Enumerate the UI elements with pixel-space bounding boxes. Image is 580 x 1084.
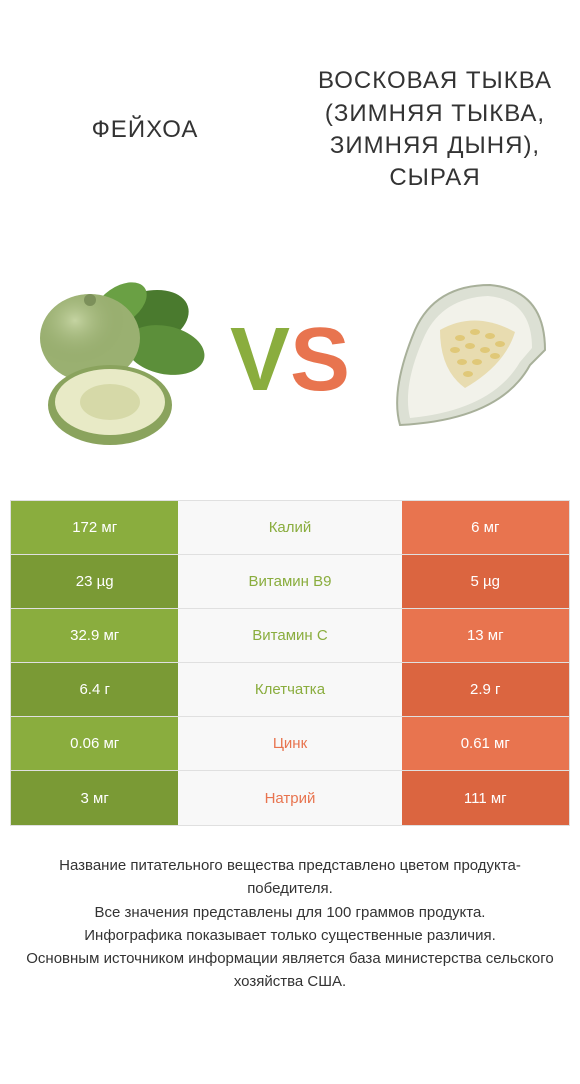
value-right: 13 мг xyxy=(402,609,569,662)
value-left: 32.9 мг xyxy=(11,609,178,662)
nutrient-name: Витамин C xyxy=(178,609,401,662)
wax-gourd-icon xyxy=(380,270,560,450)
nutrient-name: Клетчатка xyxy=(178,663,401,716)
nutrient-name: Калий xyxy=(178,501,401,554)
table-row: 32.9 мгВитамин C13 мг xyxy=(11,609,569,663)
title-left: ФЕЙХОА xyxy=(20,114,270,146)
footer-line-4: Основным источником информации является … xyxy=(24,947,556,994)
value-right: 6 мг xyxy=(402,501,569,554)
footer-line-2: Все значения представлены для 100 граммо… xyxy=(24,901,556,924)
header-left-col: ФЕЙХОА xyxy=(0,104,290,156)
table-row: 3 мгНатрий111 мг xyxy=(11,771,569,825)
footer-line-1: Название питательного вещества представл… xyxy=(24,854,556,901)
value-right: 2.9 г xyxy=(402,663,569,716)
value-left: 3 мг xyxy=(11,771,178,825)
feijoa-icon xyxy=(15,270,205,450)
table-row: 6.4 гКлетчатка2.9 г xyxy=(11,663,569,717)
vs: VS xyxy=(220,315,359,405)
vs-v: V xyxy=(230,315,290,405)
nutrient-name: Витамин B9 xyxy=(178,555,401,608)
value-right: 0.61 мг xyxy=(402,717,569,770)
footer: Название питательного вещества представл… xyxy=(24,854,556,994)
image-right-col xyxy=(360,270,580,450)
value-left: 0.06 мг xyxy=(11,717,178,770)
value-right: 5 µg xyxy=(402,555,569,608)
title-right: ВОСКОВАЯ ТЫКВА (ЗИМНЯЯ ТЫКВА, ЗИМНЯЯ ДЫН… xyxy=(310,65,560,195)
comparison-table: 172 мгКалий6 мг23 µgВитамин B95 µg32.9 м… xyxy=(10,500,570,826)
images-row: VS xyxy=(0,250,580,470)
value-right: 111 мг xyxy=(402,771,569,825)
table-row: 23 µgВитамин B95 µg xyxy=(11,555,569,609)
value-left: 23 µg xyxy=(11,555,178,608)
header: ФЕЙХОА ВОСКОВАЯ ТЫКВА (ЗИМНЯЯ ТЫКВА, ЗИМ… xyxy=(0,0,580,260)
value-left: 6.4 г xyxy=(11,663,178,716)
nutrient-name: Натрий xyxy=(178,771,401,825)
nutrient-name: Цинк xyxy=(178,717,401,770)
table-row: 172 мгКалий6 мг xyxy=(11,501,569,555)
table-row: 0.06 мгЦинк0.61 мг xyxy=(11,717,569,771)
footer-line-3: Инфографика показывает только существенн… xyxy=(24,924,556,947)
image-left-col xyxy=(0,270,220,450)
value-left: 172 мг xyxy=(11,501,178,554)
vs-s: S xyxy=(290,315,350,405)
header-right-col: ВОСКОВАЯ ТЫКВА (ЗИМНЯЯ ТЫКВА, ЗИМНЯЯ ДЫН… xyxy=(290,55,580,205)
